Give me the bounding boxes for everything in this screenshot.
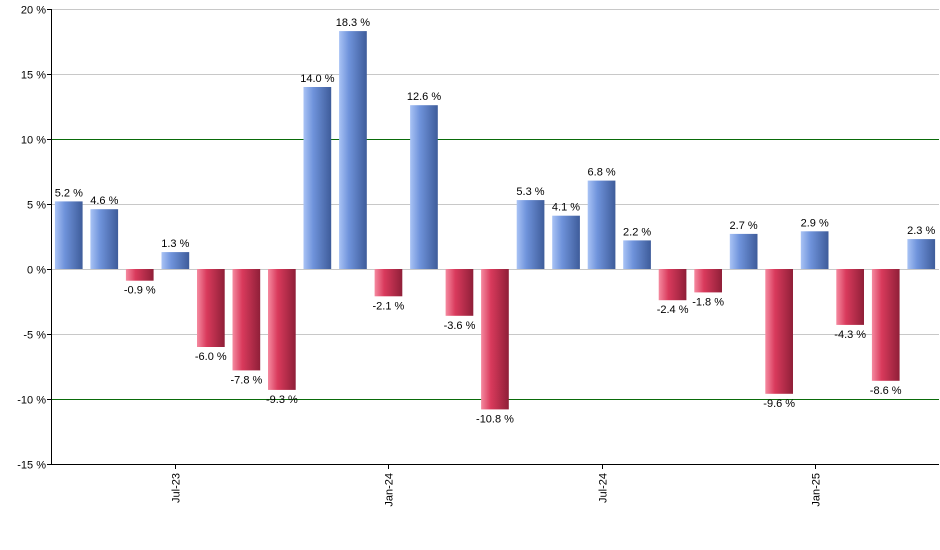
data-label-Feb-24: 12.6 % xyxy=(407,91,441,103)
data-label-Feb-25: -4.3 % xyxy=(834,329,866,341)
data-label-Aug-23: -6.0 % xyxy=(195,351,227,363)
data-labels: 5.2 % 4.6 % -0.9 % 1.3 % -6.0 % -7.8 %-9.3 % 1… xyxy=(55,17,936,425)
y-tick-label-5: 10 % xyxy=(21,135,46,147)
data-label-Mar-25: -8.6 % xyxy=(870,385,902,397)
bar-Dec-23 xyxy=(339,31,367,269)
x-tick-label-1: Jan-24 xyxy=(384,473,396,507)
data-label-Jun-24: 4.1 % xyxy=(552,202,580,214)
bar-Feb-24 xyxy=(410,105,438,269)
y-tick-label-0: -15 % xyxy=(17,460,46,472)
bar-Apr-23 xyxy=(54,201,83,269)
y-tick-label-6: 15 % xyxy=(21,70,46,82)
data-label-Dec-23: 18.3 % xyxy=(336,17,370,29)
bar-Jun-23 xyxy=(125,269,154,281)
bar-Jan-24 xyxy=(374,269,403,297)
y-axis-ticks: -15 % -10 % -5 % 0 % 5 % 10 % 15 % 20 % xyxy=(17,5,51,472)
bar-Sep-23 xyxy=(232,269,261,371)
bar-Oct-23 xyxy=(268,269,296,390)
x-tick-label-3: Jan-25 xyxy=(811,473,823,507)
bar-Oct-24 xyxy=(694,269,722,293)
bar-Mar-24 xyxy=(445,269,474,316)
data-label-Jan-24: -2.1 % xyxy=(373,300,405,312)
data-label-Dec-24: -9.6 % xyxy=(763,398,795,410)
bar-Sep-24 xyxy=(658,269,687,301)
bar-Jul-24 xyxy=(587,180,616,269)
bar-May-24 xyxy=(516,200,545,269)
data-label-Sep-23: -7.8 % xyxy=(231,374,263,386)
bar-Aug-23 xyxy=(197,269,225,347)
data-label-Jan-25: 2.9 % xyxy=(801,217,829,229)
data-label-Nov-24: 2.7 % xyxy=(730,220,758,232)
bar-Nov-24 xyxy=(729,233,758,269)
bar-Apr-24 xyxy=(481,269,509,410)
data-label-Mar-24: -3.6 % xyxy=(444,320,476,332)
bar-Feb-25 xyxy=(836,269,864,325)
data-label-Nov-23: 14.0 % xyxy=(300,73,334,85)
x-axis-ticks: Jul-23 Jan-24 Jul-24 Jan-25 xyxy=(171,464,823,507)
x-tick-label-0: Jul-23 xyxy=(171,473,183,503)
data-label-Apr-24: -10.8 % xyxy=(476,413,514,425)
bar-Jun-24 xyxy=(552,215,580,269)
data-label-Oct-23: -9.3 % xyxy=(266,394,298,406)
data-label-Oct-24: -1.8 % xyxy=(692,296,724,308)
axes xyxy=(51,9,939,465)
data-label-Apr-23: 5.2 % xyxy=(55,187,83,199)
bar-Jul-23 xyxy=(161,252,190,269)
data-label-Sep-24: -2.4 % xyxy=(657,304,689,316)
data-label-Jul-23: 1.3 % xyxy=(161,238,189,250)
y-tick-label-1: -10 % xyxy=(17,395,46,407)
data-label-Apr-25: 2.3 % xyxy=(907,225,935,237)
bar-May-23 xyxy=(90,209,119,269)
x-tick-label-2: Jul-24 xyxy=(598,473,610,503)
bar-Dec-24 xyxy=(765,269,793,394)
bar-Aug-24 xyxy=(623,240,651,269)
data-label-May-24: 5.3 % xyxy=(516,186,544,198)
data-label-Aug-24: 2.2 % xyxy=(623,226,651,238)
bars xyxy=(54,31,936,410)
bar-Nov-23 xyxy=(303,87,332,269)
y-tick-label-2: -5 % xyxy=(23,330,46,342)
y-tick-label-3: 0 % xyxy=(27,265,46,277)
y-tick-label-7: 20 % xyxy=(21,5,46,17)
data-label-May-23: 4.6 % xyxy=(90,195,118,207)
data-label-Jul-24: 6.8 % xyxy=(588,167,616,179)
data-label-Jun-23: -0.9 % xyxy=(124,285,156,297)
bar-Jan-25 xyxy=(800,231,829,269)
bar-Apr-25 xyxy=(907,239,936,269)
y-tick-label-4: 5 % xyxy=(27,200,46,212)
bar-Mar-25 xyxy=(871,269,900,381)
